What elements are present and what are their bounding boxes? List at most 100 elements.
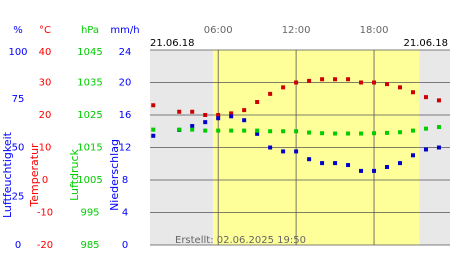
data-point bbox=[436, 98, 441, 103]
x-tick-label: 18:00 bbox=[360, 25, 389, 36]
data-point bbox=[359, 80, 364, 85]
data-point bbox=[333, 161, 338, 166]
y-tick-label: 1045 bbox=[77, 47, 102, 58]
y-tick-label: 985 bbox=[80, 240, 99, 250]
data-point bbox=[151, 133, 156, 138]
data-point bbox=[346, 77, 351, 82]
data-point bbox=[151, 103, 156, 108]
data-point bbox=[190, 124, 195, 129]
y-tick-label: 16 bbox=[119, 110, 132, 121]
y-tick-label: 12 bbox=[119, 143, 132, 154]
data-point bbox=[216, 128, 221, 133]
y-tick-label: 20 bbox=[119, 78, 132, 89]
data-point bbox=[385, 130, 390, 135]
data-point bbox=[203, 128, 208, 133]
data-point bbox=[423, 95, 428, 100]
data-point bbox=[268, 129, 273, 134]
data-point bbox=[346, 131, 351, 136]
y-tick-label: 0 bbox=[42, 175, 48, 186]
y-tick-label: 1025 bbox=[77, 110, 102, 121]
data-point bbox=[307, 78, 312, 83]
y-tick-label: 1005 bbox=[77, 175, 102, 186]
data-point bbox=[242, 128, 247, 133]
y-tick-label: 1035 bbox=[77, 78, 102, 89]
axis-title: Luftfeuchtigkeit bbox=[1, 131, 14, 218]
y-tick-label: 40 bbox=[39, 47, 52, 58]
data-point bbox=[359, 131, 364, 136]
data-point bbox=[436, 145, 441, 150]
data-point bbox=[281, 85, 286, 90]
y-tick-label: -20 bbox=[37, 240, 53, 250]
data-point bbox=[385, 82, 390, 87]
data-point bbox=[190, 127, 195, 132]
data-point bbox=[294, 80, 299, 85]
data-point bbox=[423, 126, 428, 131]
data-point bbox=[346, 163, 351, 168]
x-tick-label: 12:00 bbox=[282, 25, 311, 36]
data-point bbox=[436, 125, 441, 130]
data-point bbox=[372, 80, 377, 85]
y-tick-label: 10 bbox=[39, 143, 52, 154]
data-point bbox=[190, 109, 195, 114]
date-left: 21.06.18 bbox=[150, 38, 195, 49]
y-tick-label: 30 bbox=[39, 78, 52, 89]
data-point bbox=[216, 113, 221, 117]
data-point bbox=[398, 161, 402, 166]
y-tick-label: 995 bbox=[80, 208, 99, 219]
data-point bbox=[281, 149, 286, 154]
data-point bbox=[307, 157, 312, 162]
data-point bbox=[320, 131, 325, 136]
y-tick-label: -10 bbox=[37, 208, 53, 219]
data-point bbox=[268, 145, 273, 150]
axis-unit: °C bbox=[39, 25, 51, 36]
data-point bbox=[255, 100, 260, 104]
data-point bbox=[268, 91, 273, 96]
y-tick-label: 0 bbox=[122, 240, 128, 250]
data-point bbox=[229, 114, 234, 119]
data-point bbox=[177, 127, 182, 132]
y-tick-label: 20 bbox=[39, 110, 52, 121]
data-point bbox=[372, 131, 377, 136]
axis-unit: % bbox=[13, 25, 23, 36]
axis-unit: mm/h bbox=[110, 25, 139, 36]
y-tick-label: 4 bbox=[122, 208, 128, 219]
data-point bbox=[372, 168, 377, 173]
data-point bbox=[294, 149, 299, 154]
data-point bbox=[242, 108, 247, 113]
footer: Erstellt: 02.06.2025 19:50 bbox=[175, 235, 306, 246]
data-point bbox=[410, 128, 415, 133]
data-point bbox=[294, 129, 299, 134]
data-point bbox=[281, 129, 286, 134]
data-point bbox=[333, 131, 338, 136]
data-point bbox=[320, 161, 325, 166]
y-tick-label: 1015 bbox=[77, 143, 102, 154]
y-tick-label: 100 bbox=[8, 47, 27, 58]
axis-title: Temperatur bbox=[28, 143, 41, 208]
data-point bbox=[255, 128, 260, 133]
y-tick-label: 24 bbox=[119, 47, 132, 58]
y-tick-label: 75 bbox=[12, 94, 25, 105]
data-point bbox=[307, 130, 312, 135]
y-tick-label: 50 bbox=[12, 143, 25, 154]
axis-title: Luftdruck bbox=[68, 148, 81, 200]
data-point bbox=[177, 109, 182, 114]
data-point bbox=[229, 111, 234, 116]
data-point bbox=[255, 131, 260, 136]
y-tick-label: 25 bbox=[12, 191, 25, 202]
data-point bbox=[410, 153, 415, 158]
data-point bbox=[385, 165, 390, 169]
data-point bbox=[398, 85, 402, 90]
axis-title: Niederschlag bbox=[108, 139, 121, 211]
data-point bbox=[333, 77, 338, 82]
y-tick-label: 8 bbox=[122, 175, 128, 186]
data-point bbox=[320, 77, 325, 82]
axis-unit: hPa bbox=[81, 25, 99, 36]
date-right: 21.06.18 bbox=[403, 38, 448, 49]
data-point bbox=[359, 168, 364, 173]
data-point bbox=[423, 147, 428, 152]
x-tick-label: 06:00 bbox=[204, 25, 233, 36]
y-tick-label: 0 bbox=[15, 240, 21, 250]
data-point bbox=[203, 113, 208, 117]
data-point bbox=[410, 90, 415, 95]
